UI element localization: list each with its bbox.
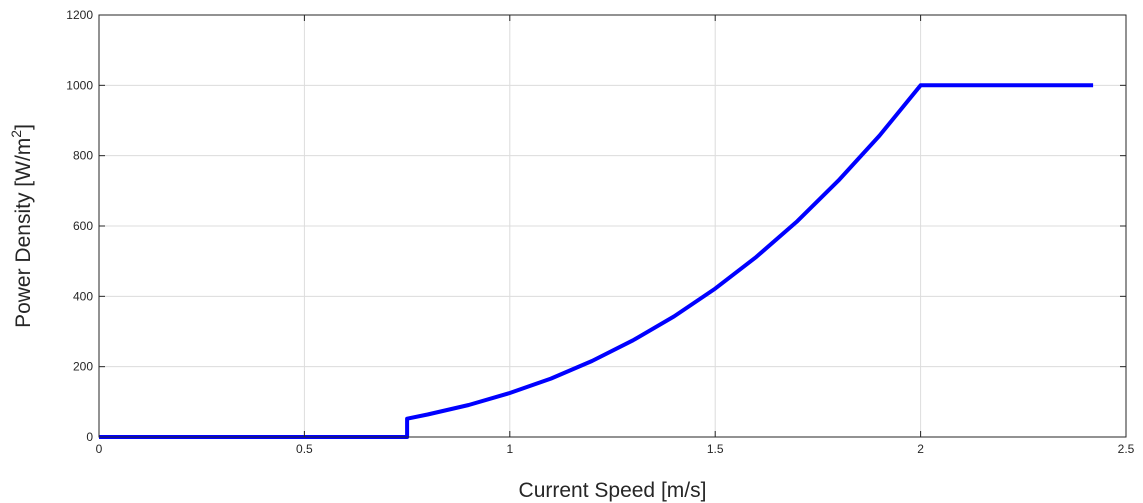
y-tick-labels: 0 200 400 600 800 1000 1200 xyxy=(66,8,93,444)
x-tick-labels: 0 0.5 1 1.5 2 2.5 xyxy=(96,442,1135,456)
y-axis-label-main: Power Density [W/m xyxy=(12,138,35,328)
y-tick-label: 200 xyxy=(73,360,93,374)
x-tick-label: 0 xyxy=(96,442,103,456)
x-tick-label: 1.5 xyxy=(707,442,724,456)
grid xyxy=(98,14,1127,438)
y-axis-label-superscript: 2 xyxy=(8,130,24,138)
y-axis-label: Power Density [W/m2] xyxy=(8,124,35,328)
y-tick-label: 1200 xyxy=(66,8,93,22)
x-axis-label: Current Speed [m/s] xyxy=(519,479,707,502)
x-tick-label: 0.5 xyxy=(296,442,313,456)
tick-marks xyxy=(98,14,1127,438)
y-tick-label: 1000 xyxy=(66,78,93,92)
y-axis-label-end: ] xyxy=(12,124,35,130)
y-tick-label: 600 xyxy=(73,219,93,233)
y-tick-label: 400 xyxy=(73,289,93,303)
x-tick-label: 2 xyxy=(917,442,924,456)
x-tick-label: 1 xyxy=(506,442,513,456)
power-density-series-line xyxy=(99,83,1094,439)
series-layer xyxy=(98,83,1094,439)
y-tick-label: 0 xyxy=(86,430,93,444)
x-tick-label: 2.5 xyxy=(1118,442,1135,456)
y-tick-label: 800 xyxy=(73,149,93,163)
